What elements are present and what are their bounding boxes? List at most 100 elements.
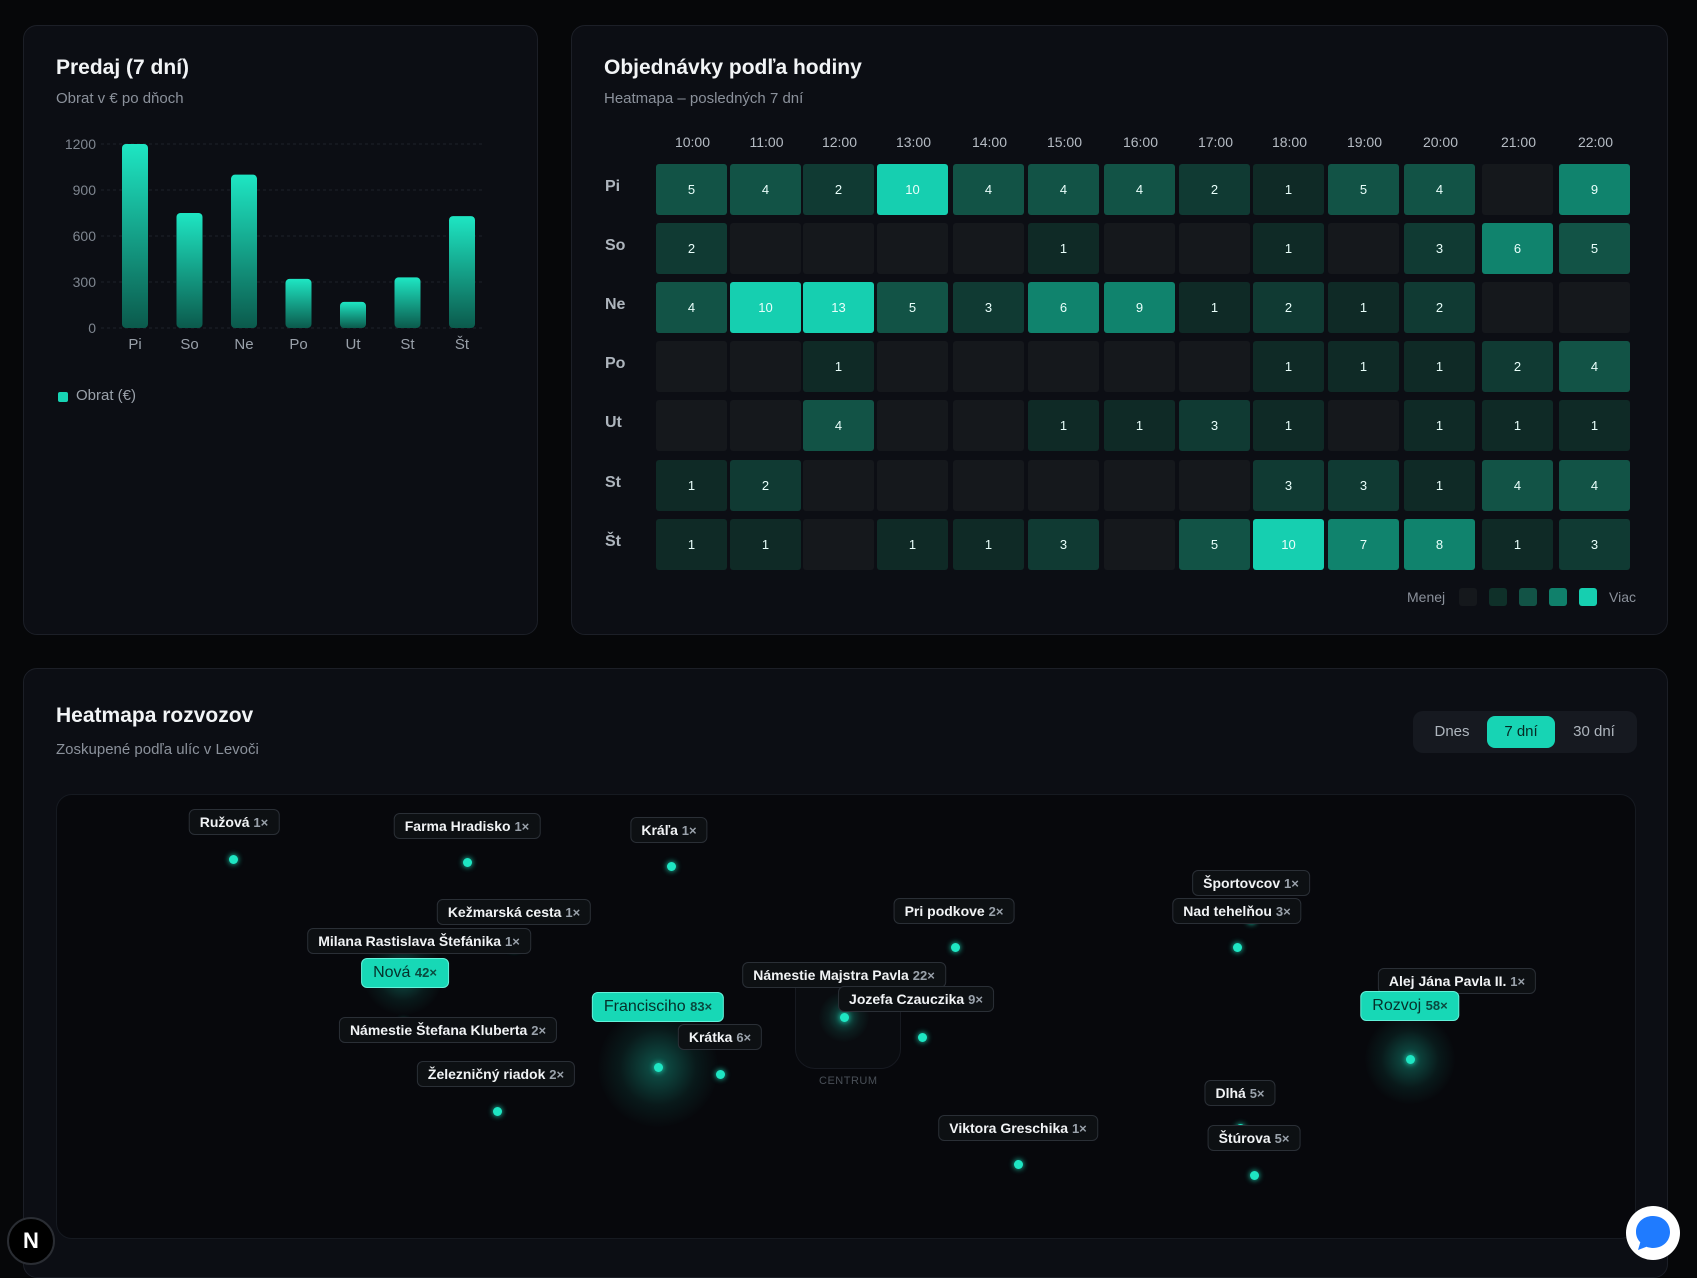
heatmap-cell[interactable]: 1 xyxy=(656,519,727,570)
tab-7-days[interactable]: 7 dní xyxy=(1487,716,1555,748)
street-label[interactable]: Nová 42× xyxy=(361,958,449,988)
heatmap-cell[interactable] xyxy=(1104,460,1175,511)
heatmap-cell[interactable]: 4 xyxy=(1404,164,1475,215)
heatmap-cell[interactable]: 2 xyxy=(1404,282,1475,333)
heatmap-cell[interactable]: 6 xyxy=(1028,282,1099,333)
street-label[interactable]: Milana Rastislava Štefánika 1× xyxy=(307,928,531,954)
street-marker[interactable] xyxy=(951,943,960,952)
street-label[interactable]: Alej Jána Pavla II. 1× xyxy=(1377,968,1537,994)
heatmap-cell[interactable]: 3 xyxy=(1253,460,1324,511)
street-label[interactable]: Krátka 6× xyxy=(677,1024,763,1050)
heatmap-cell[interactable]: 4 xyxy=(803,400,874,451)
heatmap-cell[interactable] xyxy=(1104,519,1175,570)
heatmap-cell[interactable]: 4 xyxy=(1482,460,1553,511)
heatmap-cell[interactable]: 1 xyxy=(1253,341,1324,392)
heatmap-cell[interactable]: 5 xyxy=(877,282,948,333)
heatmap-cell[interactable] xyxy=(1028,460,1099,511)
heatmap-cell[interactable]: 5 xyxy=(656,164,727,215)
heatmap-cell[interactable]: 3 xyxy=(1028,519,1099,570)
heatmap-cell[interactable] xyxy=(877,400,948,451)
heatmap-cell[interactable]: 1 xyxy=(877,519,948,570)
heatmap-cell[interactable]: 5 xyxy=(1559,223,1630,274)
heatmap-cell[interactable]: 1 xyxy=(656,460,727,511)
heatmap-cell[interactable] xyxy=(1482,282,1553,333)
heatmap-cell[interactable]: 2 xyxy=(1179,164,1250,215)
heatmap-cell[interactable]: 2 xyxy=(730,460,801,511)
street-label[interactable]: Námestie Majstra Pavla 22× xyxy=(742,962,946,988)
street-label[interactable]: Ružová 1× xyxy=(188,809,280,835)
heatmap-cell[interactable]: 2 xyxy=(803,164,874,215)
heatmap-cell[interactable] xyxy=(803,460,874,511)
heatmap-cell[interactable]: 4 xyxy=(656,282,727,333)
heatmap-cell[interactable] xyxy=(1104,223,1175,274)
heatmap-cell[interactable]: 1 xyxy=(1253,223,1324,274)
street-label[interactable]: Rozvoj 58× xyxy=(1360,991,1460,1021)
heatmap-cell[interactable]: 7 xyxy=(1328,519,1399,570)
street-label[interactable]: Francisciho 83× xyxy=(591,992,725,1022)
heatmap-cell[interactable]: 1 xyxy=(1253,400,1324,451)
heatmap-cell[interactable]: 2 xyxy=(1253,282,1324,333)
street-marker[interactable] xyxy=(667,862,676,871)
heatmap-cell[interactable] xyxy=(656,341,727,392)
heatmap-cell[interactable]: 1 xyxy=(730,519,801,570)
street-label[interactable]: Železničný riadok 2× xyxy=(416,1061,576,1087)
next-dev-badge[interactable]: N xyxy=(7,1217,55,1265)
heatmap-cell[interactable]: 1 xyxy=(1328,282,1399,333)
heatmap-cell[interactable]: 10 xyxy=(877,164,948,215)
heatmap-cell[interactable]: 8 xyxy=(1404,519,1475,570)
delivery-map[interactable]: CENTRUM Ružová 1× Farma Hradisko 1× Kráľa … xyxy=(56,794,1636,1239)
street-marker[interactable] xyxy=(1014,1160,1023,1169)
heatmap-cell[interactable]: 1 xyxy=(1482,400,1553,451)
street-label[interactable]: Kráľa 1× xyxy=(630,817,708,843)
heatmap-cell[interactable]: 3 xyxy=(953,282,1024,333)
heatmap-cell[interactable]: 1 xyxy=(1404,400,1475,451)
street-label[interactable]: Kežmarská cesta 1× xyxy=(436,899,592,925)
street-marker[interactable] xyxy=(1233,943,1242,952)
heatmap-cell[interactable] xyxy=(1559,282,1630,333)
heatmap-cell[interactable]: 3 xyxy=(1179,400,1250,451)
heatmap-cell[interactable] xyxy=(1328,400,1399,451)
heatmap-cell[interactable] xyxy=(1104,341,1175,392)
street-label[interactable]: Športovcov 1× xyxy=(1192,870,1310,896)
heatmap-cell[interactable]: 1 xyxy=(1559,400,1630,451)
heatmap-cell[interactable]: 1 xyxy=(1404,460,1475,511)
heatmap-cell[interactable] xyxy=(1482,164,1553,215)
heatmap-cell[interactable] xyxy=(1179,341,1250,392)
heatmap-cell[interactable] xyxy=(877,460,948,511)
street-marker[interactable] xyxy=(229,855,238,864)
heatmap-cell[interactable]: 2 xyxy=(656,223,727,274)
heatmap-cell[interactable]: 1 xyxy=(1253,164,1324,215)
heatmap-cell[interactable]: 1 xyxy=(1028,400,1099,451)
heatmap-cell[interactable]: 1 xyxy=(1404,341,1475,392)
street-label[interactable]: Farma Hradisko 1× xyxy=(393,813,541,839)
heatmap-cell[interactable]: 4 xyxy=(1559,460,1630,511)
street-marker[interactable] xyxy=(1406,1055,1415,1064)
street-label[interactable]: Nad tehelňou 3× xyxy=(1172,898,1302,924)
heatmap-cell[interactable]: 9 xyxy=(1104,282,1175,333)
street-marker[interactable] xyxy=(493,1107,502,1116)
street-marker[interactable] xyxy=(463,858,472,867)
street-marker[interactable] xyxy=(1250,1171,1259,1180)
heatmap-cell[interactable]: 1 xyxy=(803,341,874,392)
street-label[interactable]: Pri podkove 2× xyxy=(893,898,1015,924)
street-label[interactable]: Jozefa Czauczika 9× xyxy=(838,986,994,1012)
tab-30-days[interactable]: 30 dní xyxy=(1573,723,1615,740)
heatmap-cell[interactable] xyxy=(953,341,1024,392)
heatmap-cell[interactable] xyxy=(730,400,801,451)
heatmap-cell[interactable] xyxy=(656,400,727,451)
heatmap-cell[interactable]: 4 xyxy=(953,164,1024,215)
heatmap-cell[interactable]: 1 xyxy=(1028,223,1099,274)
heatmap-cell[interactable] xyxy=(953,400,1024,451)
heatmap-cell[interactable]: 3 xyxy=(1328,460,1399,511)
heatmap-cell[interactable]: 1 xyxy=(1482,519,1553,570)
heatmap-cell[interactable]: 1 xyxy=(1104,400,1175,451)
heatmap-cell[interactable] xyxy=(953,223,1024,274)
street-label[interactable]: Námestie Štefana Kluberta 2× xyxy=(338,1017,558,1043)
heatmap-cell[interactable]: 4 xyxy=(1559,341,1630,392)
street-label[interactable]: Štúrova 5× xyxy=(1207,1125,1301,1151)
street-marker[interactable] xyxy=(840,1013,849,1022)
heatmap-cell[interactable]: 3 xyxy=(1404,223,1475,274)
chat-icon[interactable] xyxy=(1625,1205,1681,1261)
heatmap-cell[interactable]: 2 xyxy=(1482,341,1553,392)
heatmap-cell[interactable]: 3 xyxy=(1559,519,1630,570)
